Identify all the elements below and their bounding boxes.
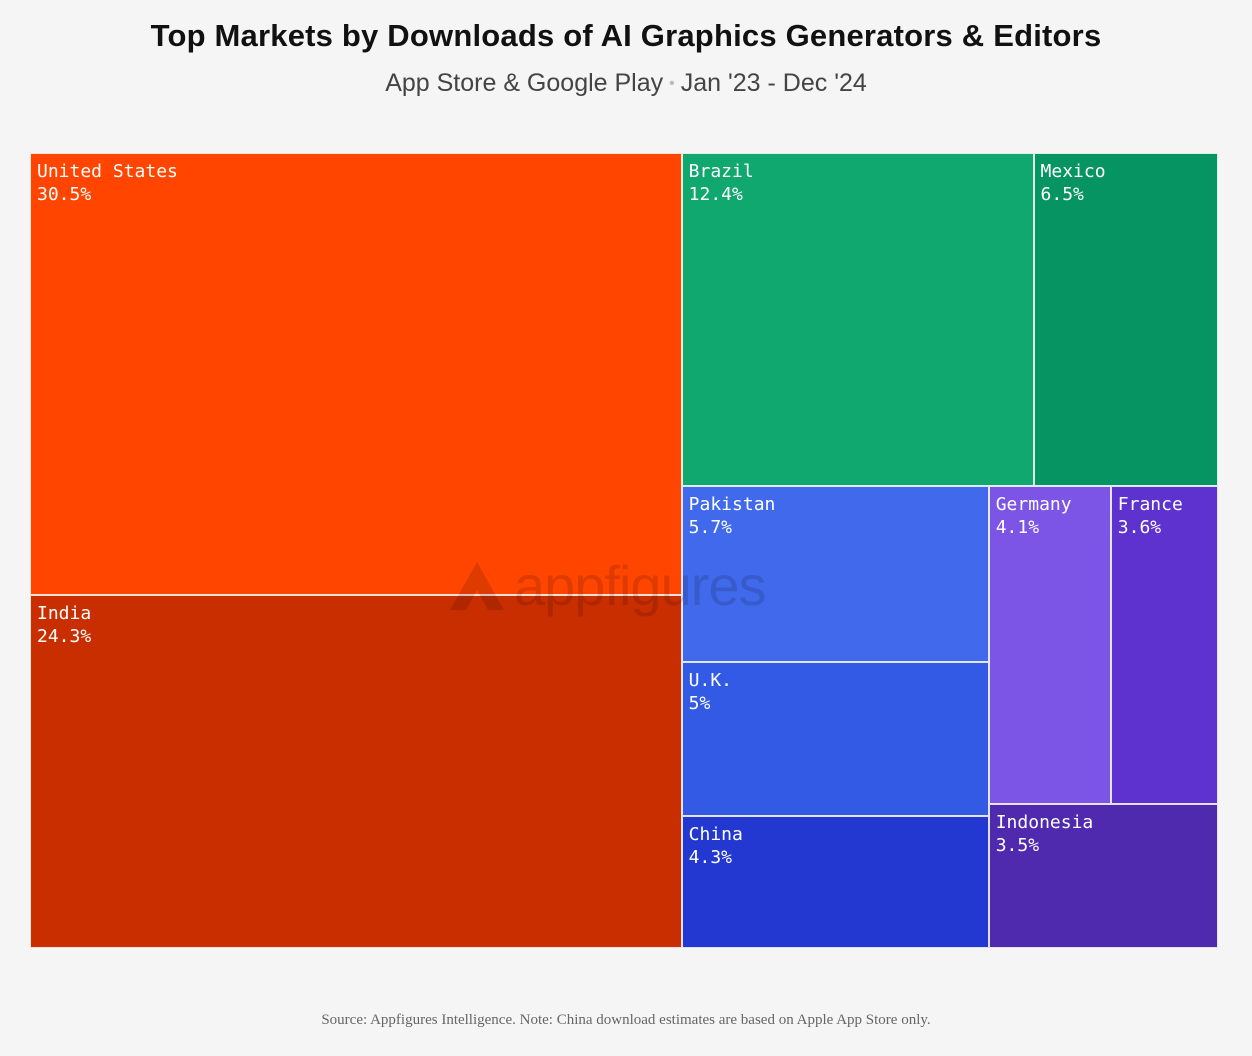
treemap-cell-label: U.K. xyxy=(688,669,733,691)
treemap-cell-value: 30.5% xyxy=(37,184,92,205)
treemap-cell-value: 3.5% xyxy=(995,834,1040,856)
treemap-cell-value: 6.5% xyxy=(1040,184,1084,205)
treemap-cell-label: China xyxy=(688,823,743,845)
treemap-cell-label: Pakistan xyxy=(688,494,776,516)
treemap-cell-label: Mexico xyxy=(1040,161,1106,182)
treemap-cell-label: India xyxy=(37,603,92,625)
treemap-cell-france: France 3.6% xyxy=(1110,486,1218,804)
treemap-cell-china: China 4.3% xyxy=(681,815,989,948)
treemap-cell-label: Indonesia xyxy=(995,811,1094,833)
treemap-cell-india: India 24.3% xyxy=(30,595,682,948)
treemap-cell-germany: Germany 4.1% xyxy=(988,486,1111,804)
chart-title: Top Markets by Downloads of AI Graphics … xyxy=(150,18,1102,53)
subtitle-platforms: App Store & Google Play xyxy=(385,69,664,97)
treemap-cell-label: France xyxy=(1117,494,1183,516)
treemap-cell-label: Brazil xyxy=(688,161,754,182)
treemap-cell-indonesia: Indonesia 3.5% xyxy=(988,803,1218,948)
treemap-chart: United States 30.5% India 24.3% Brazil 12.4% M… xyxy=(30,153,1218,948)
treemap-cell-label: Germany xyxy=(995,494,1072,516)
treemap-cell-value: 4.3% xyxy=(688,846,733,868)
source-note: Source: Appfigures Intelligence. Note: C… xyxy=(321,1012,931,1028)
chart-subtitle: App Store & Google Play • Jan '23 - Dec '2… xyxy=(0,69,1252,98)
treemap-cell-value: 24.3% xyxy=(37,626,92,648)
treemap-cell-value: 4.1% xyxy=(995,517,1040,539)
treemap-cell-mexico: Mexico 6.5% xyxy=(1033,153,1218,487)
treemap-cell-value: 12.4% xyxy=(688,184,743,205)
treemap-cell-pakistan: Pakistan 5.7% xyxy=(681,486,989,662)
treemap-cell-united-states: United States 30.5% xyxy=(30,153,682,596)
treemap-cell-value: 5% xyxy=(688,692,711,714)
treemap-cell-brazil: Brazil 12.4% xyxy=(681,153,1034,487)
treemap-cell-u-k: U.K. 5% xyxy=(681,661,989,816)
treemap-cell-value: 5.7% xyxy=(688,517,733,539)
treemap-cell-value: 3.6% xyxy=(1117,517,1162,539)
subtitle-separator: • xyxy=(669,75,675,92)
subtitle-date-range: Jan '23 - Dec '24 xyxy=(680,69,867,97)
treemap-cell-label: United States xyxy=(37,161,178,182)
